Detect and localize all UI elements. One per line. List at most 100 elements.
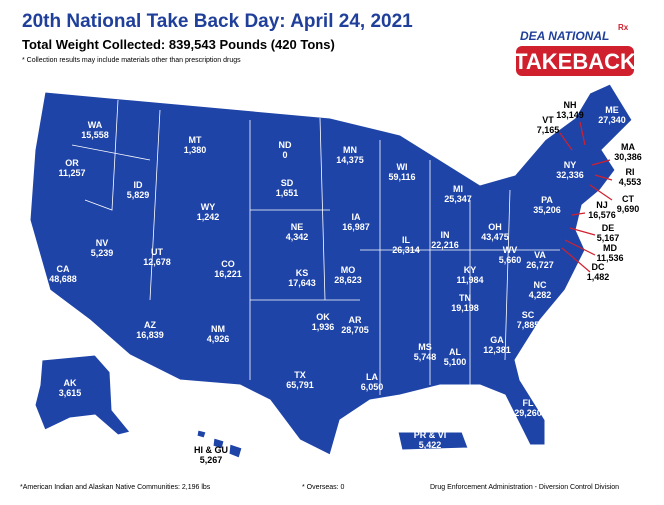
state-value: 4,926	[207, 334, 230, 344]
state-name: VT	[542, 115, 554, 125]
logo-main: TAKEBACK	[514, 49, 636, 74]
state-name: ME	[605, 105, 619, 115]
state-value: 12,381	[483, 345, 511, 355]
state-value: 30,386	[614, 152, 642, 162]
state-value: 5,660	[499, 255, 522, 265]
state-value: 15,558	[81, 130, 109, 140]
state-name: AR	[349, 315, 362, 325]
state-name: MA	[621, 142, 635, 152]
state-name: SC	[522, 310, 535, 320]
state-value: 25,347	[444, 194, 472, 204]
state-name: NJ	[596, 200, 608, 210]
state-name: MD	[603, 243, 617, 253]
state-value: 27,340	[598, 115, 626, 125]
state-name: NC	[534, 280, 547, 290]
state-name: WV	[503, 245, 518, 255]
logo-rx: Rx	[618, 23, 629, 32]
state-name: ID	[134, 180, 144, 190]
state-name: VA	[534, 250, 546, 260]
state-name: KS	[296, 268, 309, 278]
state-name: MT	[189, 135, 202, 145]
state-name: KY	[464, 265, 477, 275]
state-value: 14,375	[336, 155, 364, 165]
state-value: 35,206	[533, 205, 561, 215]
state-name: ND	[279, 140, 292, 150]
contiguous-us	[29, 83, 633, 456]
state-value: 12,678	[143, 257, 171, 267]
state-value: 1,482	[587, 272, 610, 282]
state-name: WY	[201, 202, 216, 212]
state-name: IL	[402, 235, 411, 245]
state-name: CA	[57, 264, 70, 274]
logo: DEA NATIONAL Rx TAKEBACK	[514, 23, 636, 76]
state-value: 7,165	[537, 125, 560, 135]
subtitle: Total Weight Collected: 839,543 Pounds (…	[22, 37, 335, 52]
state-borders	[71, 99, 560, 395]
state-value: 19,198	[451, 303, 479, 313]
state-value: 4,553	[619, 177, 642, 187]
state-name: SD	[281, 178, 294, 188]
state-value: 16,576	[588, 210, 616, 220]
state-name: OR	[65, 158, 79, 168]
state-value: 5,267	[200, 455, 223, 465]
state-value: 59,116	[388, 172, 415, 182]
state-value: 4,282	[529, 290, 552, 300]
state-name: MS	[418, 342, 432, 352]
alaska	[34, 354, 131, 436]
state-name: UT	[151, 247, 163, 257]
title: 20th National Take Back Day: April 24, 2…	[22, 11, 413, 32]
state-name: GA	[490, 335, 504, 345]
state-value: 16,987	[342, 222, 370, 232]
state-value: 3,615	[59, 388, 82, 398]
logo-box	[516, 46, 634, 76]
state-name: WI	[397, 162, 408, 172]
state-name: RI	[626, 167, 635, 177]
state-name: OH	[488, 222, 502, 232]
state-name: MI	[453, 184, 463, 194]
state-value: 5,167	[597, 233, 620, 243]
state-value: 4,342	[286, 232, 309, 242]
state-name: TX	[294, 370, 306, 380]
state-value: 1,936	[312, 322, 335, 332]
footer-overseas: * Overseas: 0	[302, 484, 345, 491]
state-value: 7,885	[517, 320, 540, 330]
hawaii	[196, 429, 243, 459]
state-value: 5,829	[127, 190, 150, 200]
state-name: IN	[441, 230, 450, 240]
state-name: MO	[341, 265, 356, 275]
state-value: 1,242	[197, 212, 220, 222]
state-value: 1,651	[276, 188, 299, 198]
state-name: NE	[291, 222, 304, 232]
state-value: 5,422	[419, 440, 442, 450]
state-value: 22,216	[431, 240, 459, 250]
state-value: 43,475	[481, 232, 509, 242]
state-value: 28,623	[334, 275, 362, 285]
state-name: PA	[541, 195, 553, 205]
state-name: FL	[523, 398, 534, 408]
puerto-rico	[397, 431, 469, 451]
state-name: AL	[449, 347, 461, 357]
state-value: 5,100	[444, 357, 467, 367]
state-value: 28,705	[341, 325, 369, 335]
state-value: 29,260	[514, 408, 542, 418]
state-name: NH	[564, 100, 577, 110]
state-name: MN	[343, 145, 357, 155]
state-name: NY	[564, 160, 577, 170]
state-name: AK	[64, 378, 77, 388]
state-name: HI & GU	[194, 445, 228, 455]
state-value: 26,727	[526, 260, 554, 270]
state-name: CT	[622, 194, 634, 204]
state-name: LA	[366, 372, 378, 382]
state-value: 13,149	[556, 110, 584, 120]
state-name: DE	[602, 223, 615, 233]
state-name: PR & VI	[414, 430, 447, 440]
state-name: NM	[211, 324, 225, 334]
state-name: CO	[221, 259, 235, 269]
note: * Collection results may include materia…	[22, 57, 241, 64]
state-value: 5,748	[414, 352, 437, 362]
state-value: 16,839	[136, 330, 164, 340]
state-value: 11,536	[596, 253, 623, 263]
